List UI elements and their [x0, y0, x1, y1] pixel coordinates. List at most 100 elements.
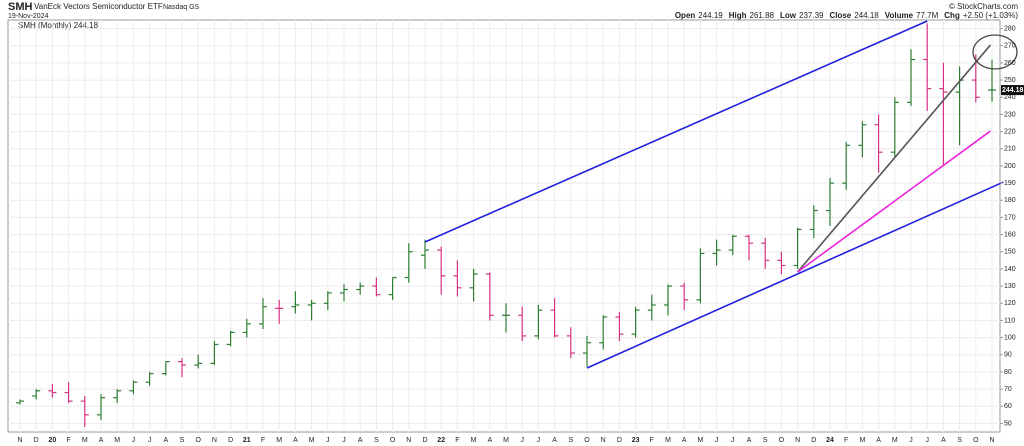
- x-tick-label: A: [682, 437, 687, 444]
- x-tick-label: M: [859, 437, 865, 444]
- x-tick-label: A: [552, 437, 557, 444]
- x-tick-label: M: [697, 437, 703, 444]
- x-tick-label: A: [487, 437, 492, 444]
- symbol: SMH: [8, 1, 33, 13]
- stat-label: Open: [675, 11, 696, 20]
- y-tick-label: 140: [1004, 266, 1016, 273]
- x-tick-label: J: [326, 437, 330, 444]
- stat-value: 237.39: [799, 11, 824, 20]
- x-tick-label: D: [228, 437, 233, 444]
- legend: SMH (Monthly) 244.18: [18, 21, 99, 30]
- x-tick-label: S: [568, 437, 573, 444]
- x-tick-label: O: [779, 437, 785, 444]
- y-tick-label: 150: [1004, 249, 1016, 256]
- stat-label: High: [729, 11, 747, 20]
- x-tick-label: A: [358, 437, 363, 444]
- y-tick-label: 200: [1004, 163, 1016, 170]
- x-tick-label: A: [747, 437, 752, 444]
- x-tick-label: F: [261, 437, 265, 444]
- x-tick-label: F: [650, 437, 654, 444]
- y-tick-label: 70: [1004, 386, 1012, 393]
- exchange: Nasdaq GS: [163, 4, 200, 11]
- x-tick-label: A: [293, 437, 298, 444]
- x-tick-label: J: [148, 437, 152, 444]
- highlight-circle: [972, 34, 1018, 70]
- x-tick-label: O: [195, 437, 201, 444]
- x-tick-label: J: [909, 437, 913, 444]
- x-tick-label: J: [520, 437, 524, 444]
- x-tick-label: 23: [632, 437, 640, 444]
- credit: © StockCharts.com: [949, 2, 1018, 11]
- stat-value: 261.88: [750, 11, 775, 20]
- x-tick-label: 20: [49, 437, 57, 444]
- x-tick-label: D: [811, 437, 816, 444]
- x-tick-label: 22: [437, 437, 445, 444]
- y-tick-label: 180: [1004, 197, 1016, 204]
- x-tick-label: N: [601, 437, 606, 444]
- y-tick-label: 260: [1004, 60, 1016, 67]
- x-tick-label: N: [406, 437, 411, 444]
- x-tick-label: N: [989, 437, 994, 444]
- y-tick-label: 130: [1004, 283, 1016, 290]
- x-tick-label: 24: [826, 437, 834, 444]
- y-tick-label: 250: [1004, 77, 1016, 84]
- x-tick-label: 21: [243, 437, 251, 444]
- y-tick-label: 220: [1004, 128, 1016, 135]
- stat-value: 244.18: [854, 11, 879, 20]
- x-tick-label: O: [390, 437, 396, 444]
- x-tick-label: M: [892, 437, 898, 444]
- x-tick-label: J: [132, 437, 136, 444]
- x-tick-label: M: [276, 437, 282, 444]
- x-tick-label: N: [212, 437, 217, 444]
- x-tick-label: D: [34, 437, 39, 444]
- stat-label: Low: [780, 11, 797, 20]
- x-tick-label: S: [957, 437, 962, 444]
- x-tick-label: J: [731, 437, 735, 444]
- stats: Open 244.19 High 261.88 Low 237.39 Close 244.18…: [675, 11, 1019, 20]
- stat-label: Volume: [885, 11, 914, 20]
- x-tick-label: N: [17, 437, 22, 444]
- stat-label: Close: [829, 11, 851, 20]
- x-tick-label: D: [617, 437, 622, 444]
- date: 19-Nov-2024: [8, 13, 49, 20]
- trendline: [797, 130, 991, 273]
- x-tick-label: M: [82, 437, 88, 444]
- plot-frame: [7, 19, 1001, 433]
- stat-value: 244.19: [698, 11, 723, 20]
- x-tick-label: J: [537, 437, 541, 444]
- y-tick-label: 230: [1004, 111, 1016, 118]
- y-tick-label: 240: [1004, 94, 1016, 101]
- x-tick-label: S: [763, 437, 768, 444]
- y-tick-label: 120: [1004, 300, 1016, 307]
- y-tick-label: 170: [1004, 214, 1016, 221]
- x-tick-label: M: [309, 437, 315, 444]
- x-tick-label: D: [422, 437, 427, 444]
- x-tick-label: J: [925, 437, 929, 444]
- stat-label: Chg: [944, 11, 960, 20]
- stat-value: +2.50 (+1.03%): [963, 11, 1018, 20]
- x-tick-label: F: [844, 437, 848, 444]
- y-tick-label: 50: [1004, 420, 1012, 427]
- x-tick-label: M: [471, 437, 477, 444]
- y-tick-label: 190: [1004, 180, 1016, 187]
- last-price-box: [1001, 85, 1024, 96]
- x-tick-label: F: [66, 437, 70, 444]
- security-name: VanEck Vectors Semiconductor ETF: [34, 2, 163, 11]
- x-tick-label: A: [163, 437, 168, 444]
- x-tick-label: F: [455, 437, 459, 444]
- trendline: [586, 181, 1004, 369]
- y-tick-label: 60: [1004, 403, 1012, 410]
- y-tick-label: 80: [1004, 369, 1012, 376]
- y-tick-label: 110: [1004, 317, 1015, 324]
- y-tick-label: 90: [1004, 352, 1012, 359]
- y-tick-label: 160: [1004, 231, 1016, 238]
- x-tick-label: A: [99, 437, 104, 444]
- trendline: [796, 44, 991, 273]
- x-tick-label: N: [795, 437, 800, 444]
- y-tick-label: 270: [1004, 43, 1016, 50]
- stat-value: 77.7M: [916, 11, 939, 20]
- x-tick-label: A: [941, 437, 946, 444]
- y-tick-label: 280: [1004, 25, 1016, 32]
